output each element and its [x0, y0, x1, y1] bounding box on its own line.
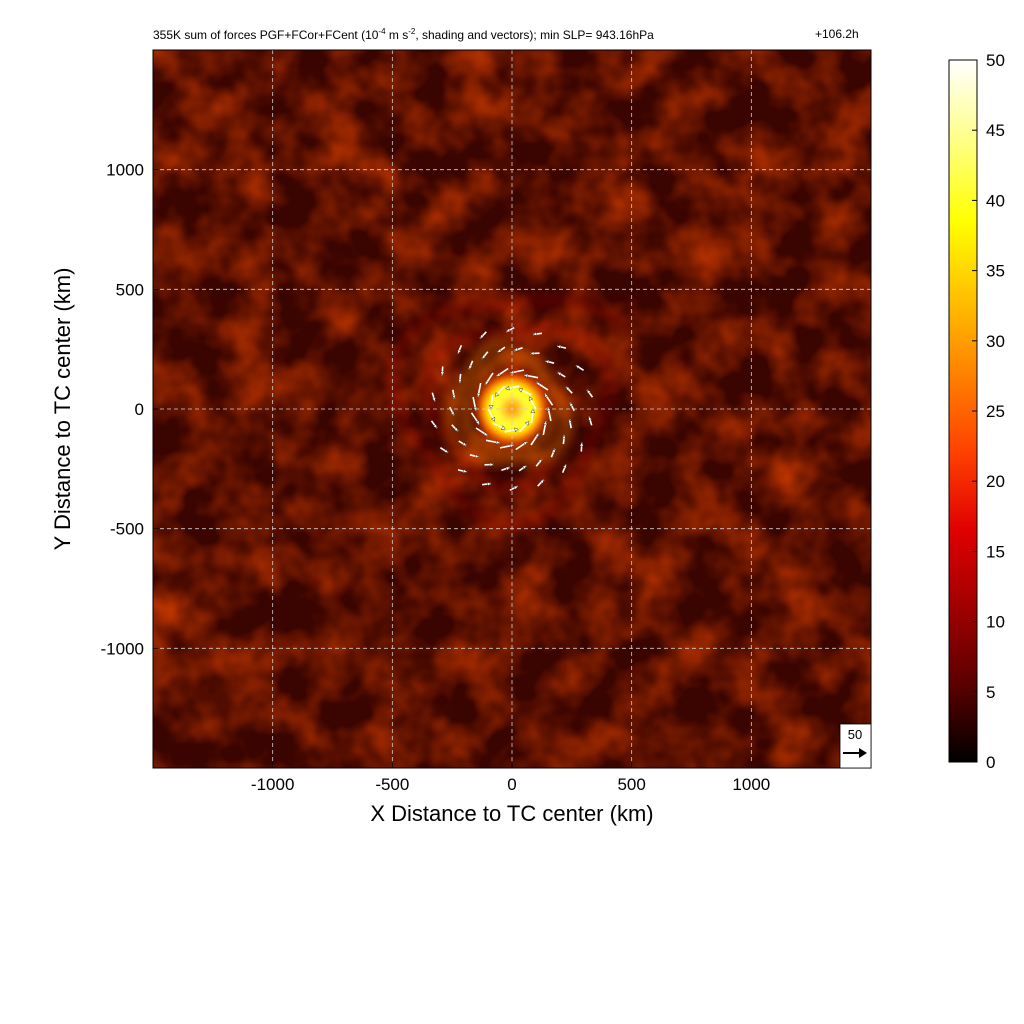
force-vector-head	[453, 427, 459, 432]
force-vector-head	[561, 434, 567, 440]
x-tick-label: -1000	[251, 775, 294, 794]
force-vector-head	[518, 388, 524, 393]
force-vector-head	[457, 349, 462, 354]
chart-title: 355K sum of forces PGF+FCor+FCent (10-4 …	[153, 27, 654, 42]
force-vector-head	[513, 347, 519, 352]
force-vector-head	[586, 389, 592, 395]
x-tick-label: 500	[617, 775, 645, 794]
reference-vector-label: 50	[847, 727, 863, 742]
force-vector-head	[475, 420, 480, 425]
colorbar-tick-label: 20	[986, 472, 1005, 491]
force-vector-head	[551, 448, 556, 454]
y-tick-label: 0	[135, 400, 144, 419]
force-vector-head	[565, 386, 571, 391]
force-vector-head	[457, 378, 463, 384]
force-vector-head	[505, 466, 511, 471]
force-vector-head	[432, 423, 438, 429]
x-tick-label: 1000	[732, 775, 770, 794]
x-tick-label: -500	[375, 775, 409, 794]
y-tick-label: -500	[110, 520, 144, 539]
force-vector-head	[443, 448, 449, 453]
force-vector-head	[491, 416, 495, 422]
force-vector-head	[462, 441, 467, 446]
colorbar-tick-label: 45	[986, 121, 1005, 140]
colorbar-tick-label: 25	[986, 402, 1005, 421]
force-vector-head	[543, 420, 548, 426]
force-vector-head	[530, 351, 535, 356]
force-vector-head	[568, 418, 573, 424]
force-vector-head	[544, 393, 549, 398]
force-vector-head	[479, 334, 485, 339]
force-vector-head	[489, 462, 494, 467]
force-vector-head	[495, 440, 501, 445]
force-vector-head	[513, 485, 519, 490]
force-vector-head	[514, 427, 519, 433]
force-vector-head	[557, 372, 562, 377]
force-vector-head	[494, 392, 500, 397]
force-vector-head	[534, 432, 539, 438]
colorbar-tick-label: 30	[986, 332, 1005, 351]
force-vector-head	[562, 464, 567, 469]
force-vector-head	[524, 421, 530, 426]
force-vector-head	[523, 373, 529, 378]
force-vector-head	[474, 453, 480, 459]
y-tick-label: 500	[116, 280, 144, 299]
force-vector-head	[489, 404, 494, 410]
force-vector-head	[450, 410, 455, 416]
colorbar-tick-label: 15	[986, 542, 1005, 561]
force-vector-head	[556, 344, 562, 350]
colorbar-tick-label: 0	[986, 753, 995, 772]
force-vector-head	[483, 431, 489, 436]
force-vector-head	[529, 396, 533, 402]
colorbar-tick-label: 10	[986, 613, 1005, 632]
force-vector-head	[522, 465, 527, 470]
force-vector-head	[535, 382, 541, 387]
force-vector-head	[485, 380, 490, 386]
force-vector-head	[505, 328, 511, 333]
force-vector-head	[500, 425, 506, 430]
forecast-hour: +106.2h	[815, 27, 859, 41]
force-vector-head	[431, 397, 436, 402]
force-vector-head	[487, 481, 492, 487]
colorbar-tick-label: 50	[986, 51, 1005, 70]
force-vector-head	[588, 416, 593, 421]
force-vector-head	[476, 392, 481, 398]
x-tick-label: 0	[507, 775, 516, 794]
colorbar-tick-label: 5	[986, 683, 995, 702]
colorbar-tick-label: 40	[986, 191, 1005, 210]
grid-lines	[153, 50, 871, 768]
force-vector-head	[579, 442, 584, 447]
y-tick-label: 1000	[106, 161, 144, 180]
force-vector-head	[468, 364, 473, 370]
spiral-band	[389, 297, 628, 528]
force-vector-head	[523, 441, 528, 446]
force-vector-head	[575, 365, 581, 370]
y-tick-label: -1000	[101, 639, 144, 658]
colorbar-tick-label: 35	[986, 262, 1005, 281]
force-vector-head	[451, 394, 456, 400]
force-vector-head	[544, 359, 550, 365]
x-axis-label: X Distance to TC center (km)	[370, 801, 654, 826]
force-vector-head	[496, 372, 501, 377]
force-vector-head	[530, 408, 535, 414]
force-vector-head	[462, 468, 468, 474]
force-vector-head	[440, 371, 445, 376]
y-axis-label: Y Distance to TC center (km)	[50, 267, 75, 551]
reference-vector-box	[839, 723, 872, 769]
reference-vector-arrow	[843, 748, 867, 758]
force-vector-head	[537, 458, 543, 464]
force-vector-head	[539, 479, 545, 484]
force-vector-head	[569, 402, 574, 408]
force-vector-head	[532, 331, 537, 337]
force-vector-head	[505, 385, 510, 391]
force-vectors	[430, 326, 594, 492]
force-vector-head	[481, 354, 487, 360]
force-vector-head	[497, 348, 502, 353]
